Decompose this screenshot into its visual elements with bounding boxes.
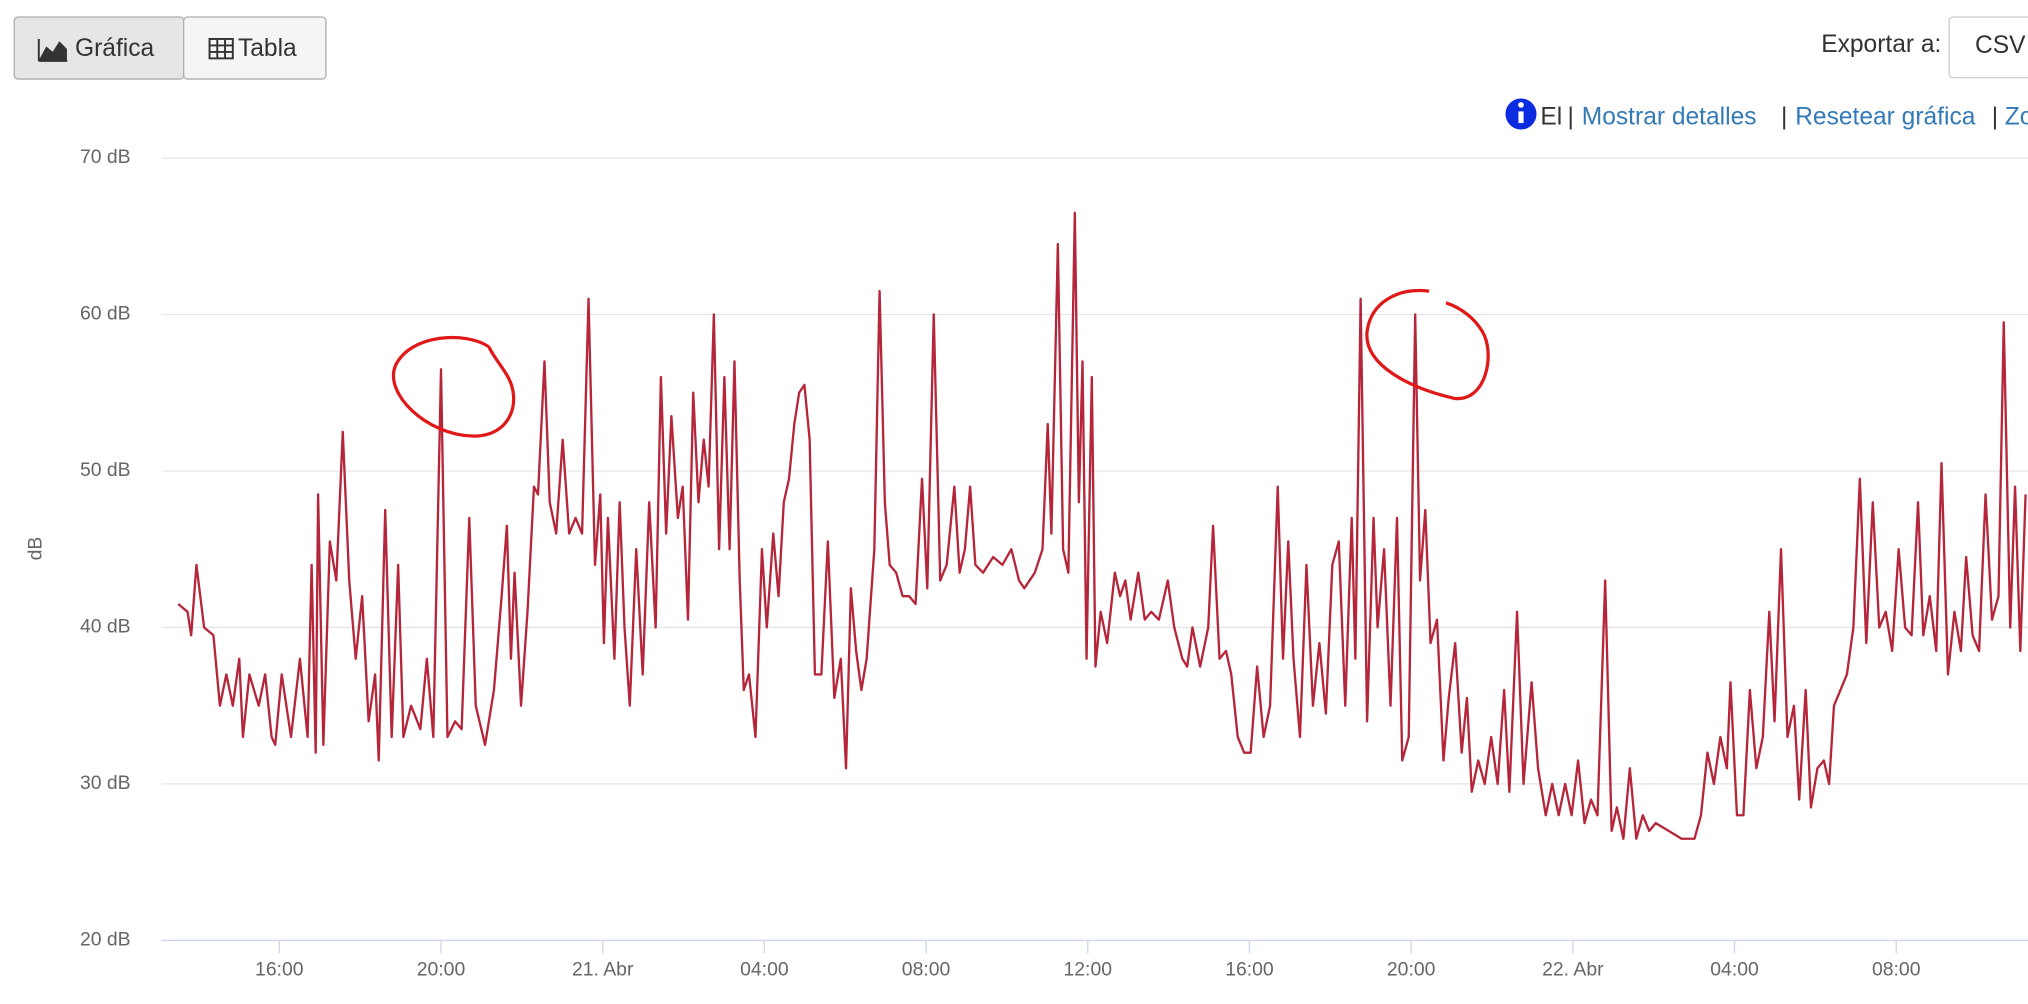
- export-select[interactable]: [1948, 16, 2028, 79]
- x-tick-label: 16:00: [255, 958, 304, 980]
- link[interactable]: Resetear gráfica: [1795, 103, 1976, 130]
- y-tick-label: 60 dB: [80, 303, 131, 325]
- info-text: El: [1540, 103, 1562, 130]
- x-tick-label: 04:00: [740, 958, 789, 980]
- tab-label: Gráfica: [75, 35, 155, 62]
- x-tick-label: 08:00: [1872, 958, 1921, 980]
- export-label: Exportar a:: [1821, 31, 1941, 58]
- x-tick-label: 21. Abr: [572, 958, 634, 980]
- y-tick-label: 20 dB: [80, 929, 131, 951]
- x-tick-label: 04:00: [1710, 958, 1759, 980]
- plot: 20 dB 30 dB 40 dB 50 dB 60 dB 70 dB 16:00 20:00…: [80, 146, 2028, 980]
- x-tick-label: 08:00: [902, 958, 951, 980]
- table-icon: [208, 38, 234, 60]
- annotation-circle: [392, 335, 516, 438]
- y-tick-label: 30 dB: [80, 772, 131, 794]
- y-tick-label: 50 dB: [80, 459, 131, 481]
- tab-label: Tabla: [238, 35, 297, 62]
- y-axis-title: dB: [24, 537, 46, 561]
- x-tick-label: 20:00: [417, 958, 466, 980]
- tab-button[interactable]: [183, 16, 327, 80]
- y-tick-label: 70 dB: [80, 146, 131, 168]
- link[interactable]: Mostrar detalles: [1582, 103, 1757, 130]
- link[interactable]: Zo: [2005, 103, 2028, 130]
- annotation-circle: [1365, 288, 1490, 401]
- separator: |: [1992, 103, 1998, 130]
- x-tick-label: 22. Abr: [1542, 958, 1604, 980]
- x-tick-label: 16:00: [1225, 958, 1274, 980]
- y-tick-label: 40 dB: [80, 616, 131, 638]
- chart-icon: [37, 38, 68, 62]
- export-format: CSV: [1975, 32, 2026, 59]
- x-tick-label: 20:00: [1387, 958, 1436, 980]
- separator: |: [1568, 103, 1574, 130]
- separator: |: [1781, 103, 1787, 130]
- info-icon-stem: [1518, 111, 1524, 124]
- info-icon-dot: [1518, 102, 1524, 108]
- x-tick-label: 12:00: [1063, 958, 1112, 980]
- data-line: [177, 211, 2027, 840]
